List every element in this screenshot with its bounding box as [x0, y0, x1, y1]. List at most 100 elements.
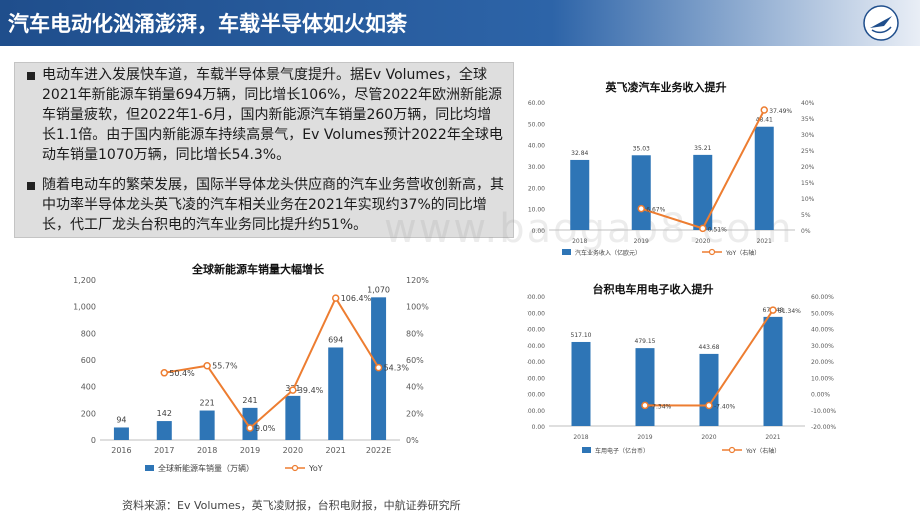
- y2-tick-label: 120%: [406, 276, 429, 285]
- bar: [631, 155, 651, 230]
- y2-tick-label: 0%: [406, 436, 419, 445]
- bar: [763, 316, 783, 426]
- bar-value-label: 241: [242, 396, 257, 405]
- x-tick-label: 2021: [326, 446, 346, 455]
- yoy-point: [769, 306, 777, 314]
- y2-tick-label: 30%: [801, 132, 815, 139]
- y2-tick-label: 5%: [801, 212, 811, 219]
- bar: [635, 348, 655, 426]
- yoy-value-label: 55.7%: [212, 362, 238, 371]
- y2-tick-label: 30.00%: [811, 343, 834, 350]
- y2-tick-label: -20.00%: [811, 424, 836, 431]
- bar: [693, 154, 713, 230]
- bar-value-label: 443.68: [699, 344, 720, 351]
- yoy-value-label: 50.4%: [169, 369, 195, 378]
- bar-value-label: 35.21: [694, 145, 711, 152]
- yoy-value-label: 0.51%: [708, 226, 727, 233]
- source-note: 资料来源：Ev Volumes，英飞凌财报，台积电财报，中航证券研究所: [122, 499, 461, 512]
- yoy-value-label: 106.4%: [341, 294, 372, 303]
- yoy-value-label: 39.4%: [298, 386, 324, 395]
- y2-tick-label: 20%: [406, 409, 424, 418]
- y-tick-label: 50.00: [528, 121, 545, 128]
- yoy-value-label: 51.34%: [778, 308, 801, 315]
- y-tick-label: 100.00: [527, 408, 545, 415]
- y2-tick-label: 0%: [801, 228, 811, 235]
- y2-tick-label: 40.00%: [811, 327, 834, 334]
- bar-value-label: 694: [328, 335, 343, 344]
- yoy-point: [246, 424, 254, 432]
- x-tick-label: 2017: [154, 446, 174, 455]
- y2-tick-label: -10.00%: [811, 408, 836, 415]
- yoy-point: [160, 369, 169, 377]
- bar: [156, 421, 172, 440]
- yoy-value-label: -7.40%: [714, 404, 736, 411]
- bar-value-label: 1,070: [367, 285, 390, 294]
- x-tick-label: 2018: [572, 238, 587, 245]
- yoy-value-label: 37.49%: [769, 108, 792, 115]
- bar-value-label: 48.41: [756, 117, 773, 124]
- x-tick-label: 2018: [573, 434, 588, 441]
- bar: [571, 341, 591, 426]
- yoy-line: [164, 296, 380, 430]
- x-tick-label: 2018: [197, 446, 217, 455]
- y-tick-label: 500.00: [527, 343, 545, 350]
- y-tick-label: 0.00: [532, 228, 546, 235]
- tsmc-auto-revenue-chart: 台积电车用电子收入提升 0.00 100.00 200.00 300.00 400.00 5…: [527, 282, 836, 455]
- bar-value-label: 35.03: [633, 145, 650, 152]
- y-tick-label: 600.00: [527, 327, 545, 334]
- yoy-point: [760, 106, 768, 114]
- y2-tick-label: 20%: [801, 164, 815, 171]
- company-logo-icon: [863, 5, 899, 41]
- bar: [754, 126, 774, 230]
- legend-line-marker: [291, 464, 299, 472]
- y-tick-label: 1,000: [73, 303, 96, 312]
- y-tick-label: 0: [91, 436, 96, 445]
- y-tick-label: 60.00: [528, 100, 545, 107]
- y2-tick-label: 40%: [801, 100, 815, 107]
- y2-tick-label: 60.00%: [811, 294, 834, 301]
- y-tick-label: 400.00: [527, 359, 545, 366]
- page-title: 汽车电动化汹涌澎湃，车载半导体如火如荼: [8, 12, 407, 36]
- bar: [199, 410, 215, 440]
- x-tick-label: 2020: [701, 434, 716, 441]
- bullet-marker: [27, 72, 35, 80]
- y-tick-label: 30.00: [528, 164, 545, 171]
- y-tick-label: 40.00: [528, 143, 545, 150]
- bar-value-label: 517.10: [571, 332, 592, 339]
- legend-bar-swatch: [145, 465, 154, 471]
- y2-tick-label: 0.00%: [811, 392, 830, 399]
- bar-value-label: 479.15: [635, 338, 656, 345]
- chart-title: 英飞凌汽车业务收入提升: [605, 80, 727, 94]
- y2-tick-label: 25%: [801, 148, 815, 155]
- bar: [328, 347, 344, 440]
- y-tick-label: 800.00: [527, 294, 545, 301]
- infineon-auto-revenue-chart: 英飞凌汽车业务收入提升 0.00 10.00 20.00 30.00 40.00 50.00…: [528, 80, 815, 257]
- y-tick-label: 200: [81, 409, 96, 418]
- x-tick-label: 2019: [634, 238, 649, 245]
- legend-line-marker: [708, 248, 716, 256]
- y-tick-label: 1,200: [73, 276, 96, 285]
- x-tick-label: 2022E: [366, 446, 391, 455]
- legend-line-marker: [728, 446, 736, 454]
- legend-bar-label: 车用电子（亿台币）: [595, 447, 649, 455]
- yoy-value-label: 9.0%: [255, 424, 276, 433]
- y2-tick-label: 100%: [406, 303, 429, 312]
- summary-box: 电动车进入发展快车道，车载半导体景气度提升。据Ev Volumes，全球2021…: [14, 62, 514, 238]
- y2-tick-label: 80%: [406, 329, 424, 338]
- legend-bar-label: 全球新能源车销量（万辆）: [158, 463, 254, 473]
- yoy-point: [289, 386, 297, 394]
- chart-title: 台积电车用电子收入提升: [593, 282, 714, 296]
- yoy-point: [203, 361, 211, 370]
- x-tick-label: 2021: [765, 434, 780, 441]
- y-tick-label: 0.00: [532, 424, 546, 431]
- yoy-value-label: 6.67%: [646, 207, 665, 214]
- bar: [242, 407, 258, 440]
- bar-value-label: 221: [200, 399, 215, 408]
- legend-line-label: YoY: [308, 464, 323, 473]
- yoy-point: [705, 401, 713, 410]
- y2-tick-label: 50.00%: [811, 310, 834, 317]
- yoy-point: [699, 224, 707, 233]
- y2-tick-label: 10%: [801, 196, 815, 203]
- y2-tick-label: 15%: [801, 180, 815, 187]
- bar: [570, 159, 590, 230]
